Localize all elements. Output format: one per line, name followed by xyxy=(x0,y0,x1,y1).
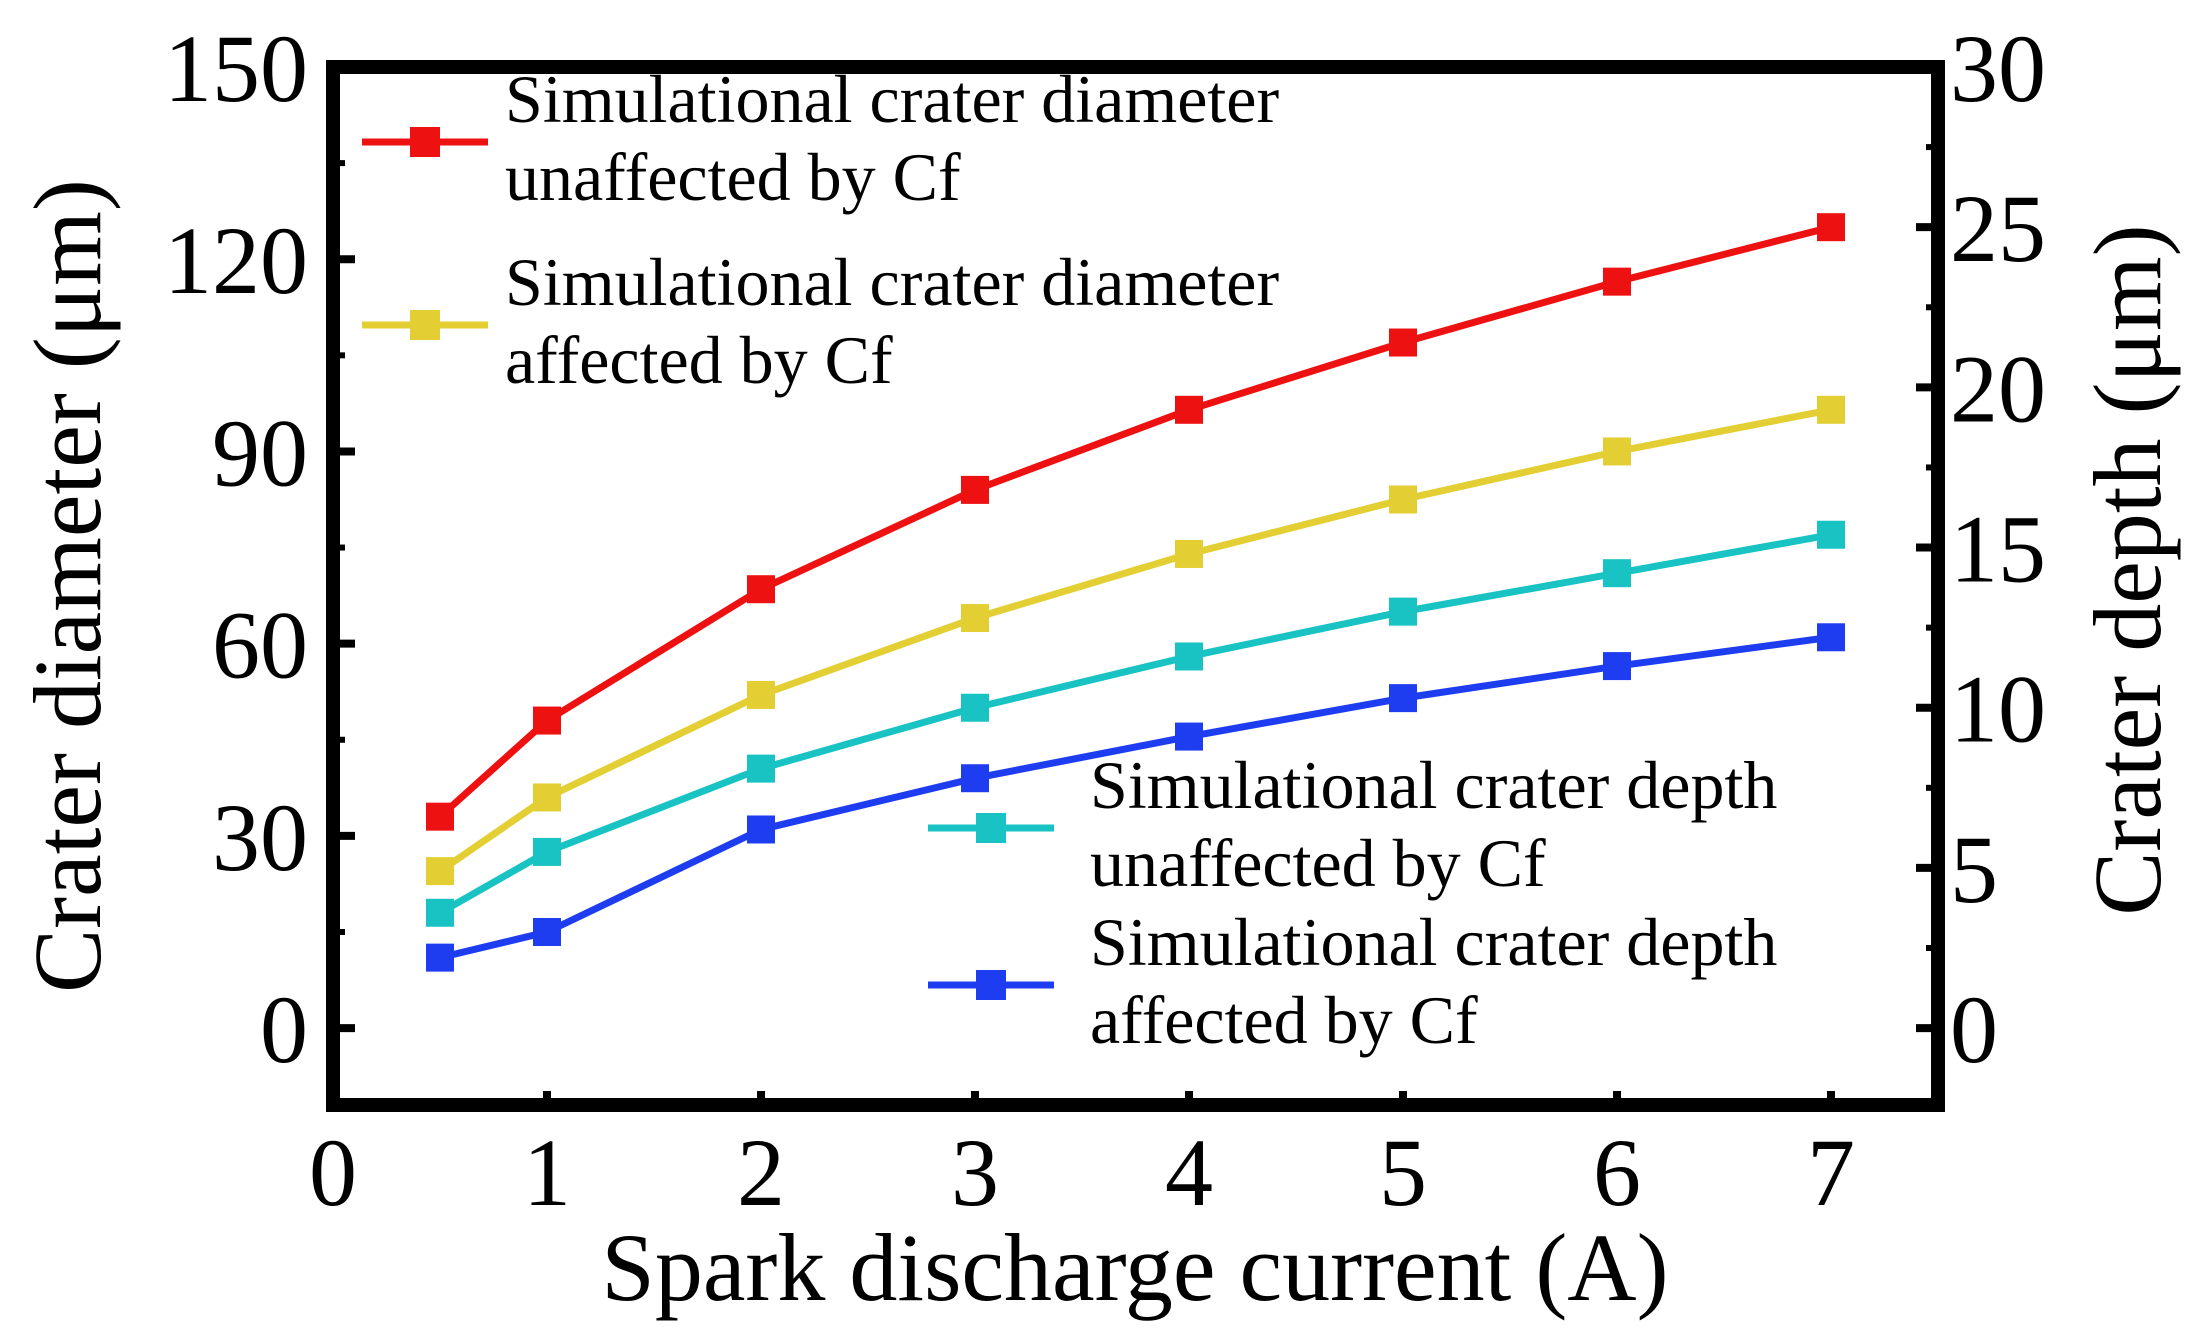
series-line xyxy=(439,633,1832,962)
legend-label: Simulational crater diameter xyxy=(505,61,1279,137)
y2-tick-label: 25 xyxy=(1950,175,2046,282)
series-line xyxy=(437,223,1832,820)
y2-tick-label: 30 xyxy=(1950,15,2046,122)
y-tick-label: 30 xyxy=(212,784,308,891)
x-axis-title: Spark discharge current (A) xyxy=(601,1214,1668,1321)
data-point xyxy=(747,815,775,844)
data-point xyxy=(1389,597,1417,626)
x-tick-label: 1 xyxy=(523,1119,571,1226)
x-tick-label: 7 xyxy=(1807,1119,1855,1226)
y-axis-title: Crater diameter (μm) xyxy=(14,179,121,993)
legend-label: affected by Cf xyxy=(505,322,893,398)
data-point xyxy=(1817,213,1845,242)
x-axis-ticks: 0 1 2 3 4 5 6 7 xyxy=(309,1091,1855,1226)
x-tick-label: 3 xyxy=(951,1119,999,1226)
series-3 xyxy=(426,520,1845,927)
y-tick-label: 120 xyxy=(164,207,308,314)
y2-tick-label: 10 xyxy=(1950,656,2046,763)
data-point xyxy=(1817,520,1845,549)
data-point xyxy=(1603,559,1631,588)
x-tick-label: 6 xyxy=(1593,1119,1641,1226)
data-point xyxy=(747,575,775,604)
series-line xyxy=(438,406,1832,875)
series-4 xyxy=(426,623,1845,972)
data-point xyxy=(1817,623,1845,652)
y-tick-label: 60 xyxy=(212,592,308,699)
series-2 xyxy=(426,395,1845,886)
data-point xyxy=(1603,267,1631,296)
data-point xyxy=(747,754,775,783)
legend-label: affected by Cf xyxy=(1090,982,1478,1058)
y2-tick-label: 15 xyxy=(1950,496,2046,603)
data-point xyxy=(1389,485,1417,514)
x-tick-label: 2 xyxy=(737,1119,785,1226)
data-point xyxy=(1389,684,1417,713)
data-point xyxy=(1175,722,1203,751)
x-tick-label: 0 xyxy=(309,1119,357,1226)
x-tick-label: 4 xyxy=(1165,1119,1213,1226)
data-point xyxy=(961,475,989,504)
data-point xyxy=(426,943,454,972)
data-point xyxy=(426,802,454,831)
legend-swatch-marker xyxy=(410,127,440,157)
series-line xyxy=(438,531,1832,916)
legend-label: Simulational crater depth xyxy=(1090,904,1777,980)
y-tick-label: 0 xyxy=(260,976,308,1083)
legend-label: unaffected by Cf xyxy=(505,139,961,215)
data-point xyxy=(1175,395,1203,424)
data-point xyxy=(533,706,561,735)
series-layer xyxy=(426,213,1845,972)
y2-axis-ticks: 0 5 10 15 20 25 30 xyxy=(1916,15,2046,1083)
data-point xyxy=(1389,328,1417,357)
data-point xyxy=(533,783,561,812)
data-point xyxy=(1175,642,1203,671)
data-point xyxy=(961,764,989,793)
data-point xyxy=(747,680,775,709)
y-tick-label: 150 xyxy=(164,15,308,122)
data-point xyxy=(533,918,561,946)
data-point xyxy=(1817,395,1845,424)
data-point xyxy=(426,857,454,886)
plot-frame xyxy=(326,60,1945,1112)
legend-label: unaffected by Cf xyxy=(1090,825,1546,901)
y2-tick-label: 20 xyxy=(1950,335,2046,442)
legend-label: Simulational crater diameter xyxy=(505,244,1279,320)
data-point xyxy=(961,604,989,633)
y-tick-label: 90 xyxy=(212,399,308,506)
data-point xyxy=(1175,539,1203,568)
x-tick-label: 5 xyxy=(1379,1119,1427,1226)
data-point xyxy=(426,898,454,927)
series-1 xyxy=(426,213,1845,831)
data-point xyxy=(533,837,561,866)
y2-axis-title: Crater depth (μm) xyxy=(2074,224,2181,915)
y2-tick-label: 5 xyxy=(1950,816,1998,923)
y2-tick-label: 0 xyxy=(1950,976,1998,1083)
data-point xyxy=(961,693,989,722)
legend-swatch-marker xyxy=(410,310,440,340)
y-axis-ticks: 0 30 60 90 120 150 xyxy=(164,15,355,1083)
data-point xyxy=(1603,437,1631,466)
data-point xyxy=(1603,652,1631,681)
legend-swatch-marker xyxy=(976,970,1006,1000)
legend-swatch-marker xyxy=(976,813,1006,843)
legend-label: Simulational crater depth xyxy=(1090,747,1777,823)
